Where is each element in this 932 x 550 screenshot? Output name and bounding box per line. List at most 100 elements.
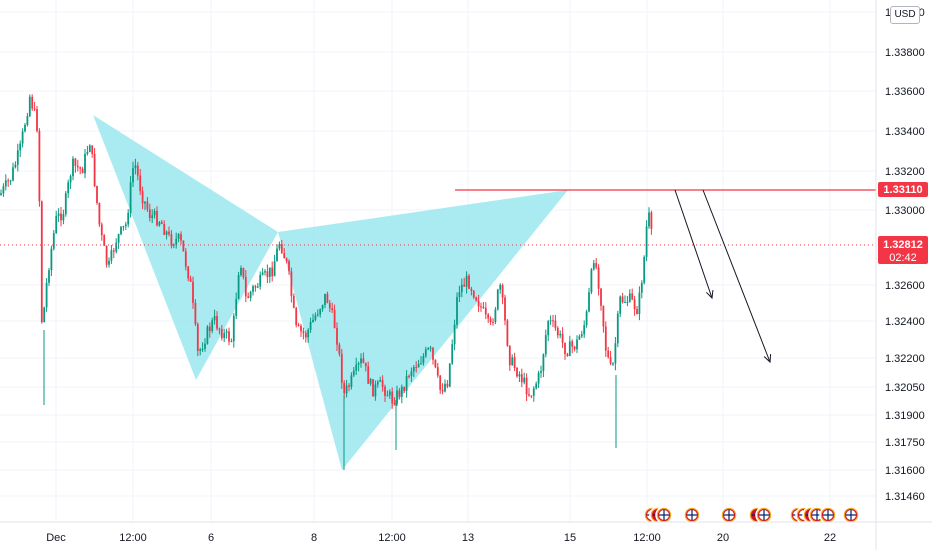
price-tick-label: 1.31900	[885, 410, 925, 422]
candle-body	[38, 131, 41, 202]
candle-body	[468, 275, 470, 289]
candle-body	[103, 235, 106, 246]
harmonic-pattern-layer	[93, 115, 568, 470]
candle-body	[398, 390, 401, 397]
candle-body	[110, 250, 113, 261]
candle-body	[158, 222, 161, 226]
candle-body	[50, 248, 53, 271]
candle-body	[340, 353, 343, 383]
candle-body	[302, 331, 305, 334]
price-axis[interactable]: 1.340001.338001.336001.334001.332001.330…	[885, 7, 925, 503]
price-tick-label: 1.31750	[885, 437, 925, 449]
candle-body	[645, 226, 648, 257]
candle-body	[556, 327, 559, 336]
flag-icon[interactable]	[755, 506, 773, 524]
candles-layer	[0, 94, 653, 470]
time-tick-label: 12:00	[633, 532, 661, 544]
price-tick-label: 1.33800	[885, 47, 925, 59]
candle-body	[583, 325, 586, 335]
candle-body	[132, 168, 134, 183]
time-tick-label: 12:00	[378, 532, 406, 544]
candle-body	[648, 212, 650, 227]
candle-body	[194, 302, 197, 325]
candle-body	[218, 328, 221, 330]
candle-body	[559, 333, 562, 336]
candle-body	[254, 286, 257, 288]
candle-body	[465, 275, 468, 287]
candle-body	[206, 326, 209, 344]
candle-body	[16, 150, 19, 165]
candle-body	[105, 245, 108, 265]
candle-body	[216, 316, 218, 329]
candle-body	[436, 367, 439, 376]
candle-body	[139, 175, 142, 192]
candle-body	[67, 182, 70, 194]
candle-body	[136, 165, 139, 176]
candle-body	[616, 313, 619, 344]
candle-body	[523, 377, 526, 383]
candle-body	[595, 263, 598, 268]
candle-body	[48, 270, 50, 283]
candle-body	[276, 248, 278, 262]
candle-body	[60, 213, 62, 221]
currency-button[interactable]: USD	[890, 6, 920, 24]
candle-body	[122, 226, 125, 228]
pattern-triangle-right	[278, 190, 568, 470]
candle-body	[153, 211, 156, 216]
candle-body	[441, 389, 444, 392]
candle-body	[573, 346, 576, 350]
price-tick-label: 1.32600	[885, 280, 925, 292]
candle-body	[21, 131, 24, 144]
candle-body	[439, 375, 442, 390]
candle-body	[355, 364, 358, 371]
time-tick-label: 13	[462, 532, 474, 544]
candle-body	[458, 292, 461, 297]
candle-body	[460, 284, 463, 293]
candle-body	[309, 321, 312, 330]
candle-body	[321, 304, 324, 310]
candle-body	[396, 390, 398, 404]
candle-body	[7, 180, 10, 182]
projection-arrow[interactable]	[702, 189, 771, 363]
candle-body	[81, 168, 84, 174]
flag-icon[interactable]	[683, 506, 701, 524]
candle-body	[590, 269, 593, 293]
candle-body	[604, 326, 607, 351]
candle-body	[261, 272, 264, 275]
candle-body	[199, 349, 202, 351]
projection-arrow[interactable]	[674, 189, 713, 299]
candle-body	[489, 318, 492, 322]
candle-body	[636, 309, 638, 315]
candle-body	[588, 292, 590, 312]
current-price-tag-bg	[878, 236, 928, 264]
candle-body	[554, 320, 557, 328]
candle-body	[127, 212, 130, 225]
candle-body	[403, 386, 406, 391]
candle-body	[124, 224, 127, 227]
flag-icon[interactable]	[655, 506, 673, 524]
candle-body	[477, 300, 480, 307]
candle-body	[525, 377, 528, 395]
candle-body	[249, 291, 252, 298]
flag-icon[interactable]	[842, 506, 860, 524]
candle-body	[496, 289, 499, 310]
candle-body	[4, 180, 7, 187]
candle-body	[552, 320, 554, 322]
candle-body	[319, 309, 322, 315]
candle-body	[268, 267, 271, 277]
candle-body	[160, 222, 163, 224]
candle-body	[578, 336, 581, 340]
flag-icon[interactable]	[819, 506, 837, 524]
level-lines	[0, 189, 876, 246]
time-axis[interactable]: Dec 12:00 6 8 12:00 13 15 12:00 20 22	[46, 532, 836, 544]
candle-body	[364, 362, 367, 367]
candle-body	[84, 153, 86, 174]
candle-body	[192, 281, 194, 303]
flag-icon[interactable]	[720, 506, 738, 524]
candle-body	[379, 380, 382, 382]
time-tick-label: 8	[311, 532, 317, 544]
price-tick-label: 1.32050	[885, 382, 925, 394]
time-tick-label: 6	[208, 532, 214, 544]
candle-body	[456, 296, 458, 325]
